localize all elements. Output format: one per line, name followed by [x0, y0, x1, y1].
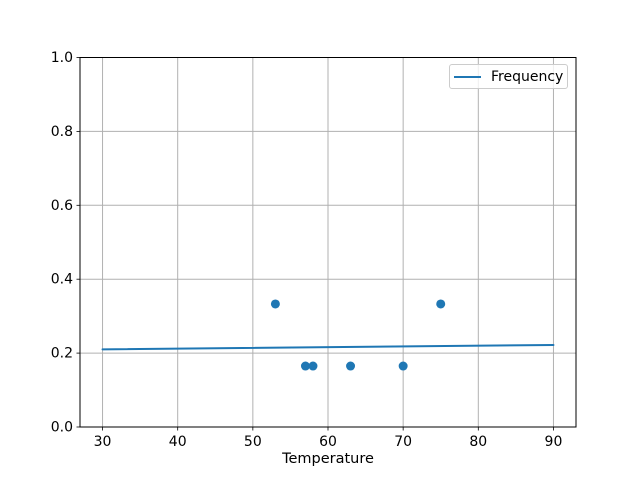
x-tick-label: 60 — [319, 434, 337, 450]
y-tick-label: 0.4 — [51, 272, 73, 288]
x-tick-label: 50 — [244, 434, 262, 450]
scatter-point — [300, 361, 310, 371]
legend-box: Frequency — [449, 64, 568, 89]
legend-line-swatch — [454, 75, 481, 78]
scatter-point — [346, 361, 356, 371]
y-tick-label: 0.6 — [51, 198, 73, 214]
scatter-point — [270, 299, 280, 309]
x-tick-label: 40 — [169, 434, 187, 450]
scatter-point — [308, 361, 318, 371]
y-tick-label: 0.2 — [51, 346, 73, 362]
axes-layer: 30 40 50 60 70 80 90 0.0 0.2 0.4 0.6 0.8 1.0 — [51, 50, 577, 450]
x-tick-label: 30 — [94, 434, 112, 450]
x-tick-label: 70 — [394, 434, 412, 450]
scatter-point — [398, 361, 408, 371]
y-tick-label: 0.8 — [51, 124, 73, 140]
scatter-point — [436, 299, 446, 309]
x-tick-label: 80 — [469, 434, 487, 450]
trend-line — [101, 343, 555, 351]
x-axis-label: Temperature — [281, 451, 374, 467]
legend-label: Frequency — [491, 68, 564, 85]
series-layer — [101, 299, 555, 371]
grid-layer — [80, 57, 576, 428]
y-tick-label: 0.0 — [51, 420, 73, 436]
x-tick-label: 90 — [545, 434, 563, 450]
y-tick-label: 1.0 — [51, 50, 73, 66]
